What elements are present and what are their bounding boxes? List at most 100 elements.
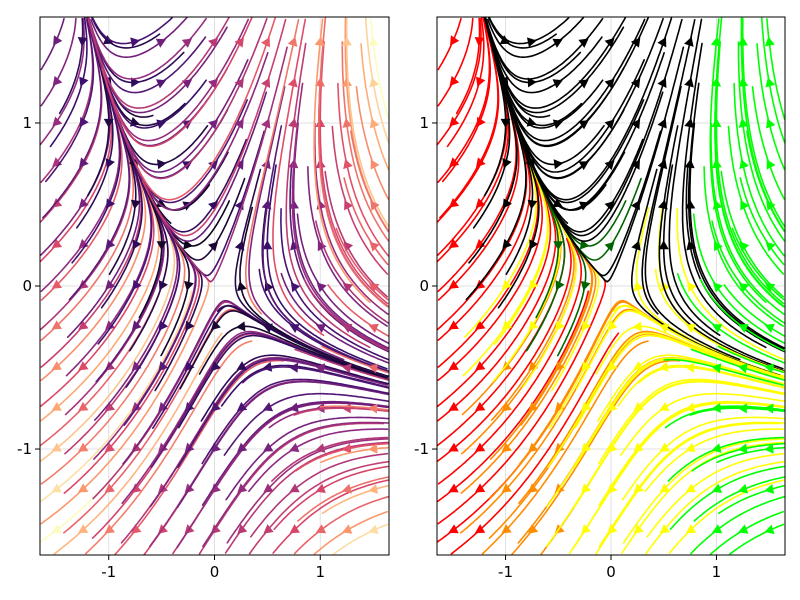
streamline (690, 495, 785, 555)
arrowhead (131, 524, 142, 534)
arrowhead (341, 36, 352, 46)
arrowhead (711, 77, 722, 87)
streamline (294, 348, 389, 381)
arrowhead (474, 524, 486, 534)
arrowhead (764, 484, 775, 494)
arrowhead (261, 37, 270, 48)
arrowhead (712, 524, 723, 534)
arrowhead (607, 361, 618, 372)
streamline (622, 438, 785, 544)
arrowhead (288, 158, 299, 169)
streamline (313, 18, 371, 303)
arrowhead (262, 240, 273, 250)
streamline (40, 17, 77, 107)
streamlines (437, 17, 785, 555)
streamline (245, 401, 389, 444)
streamline (91, 17, 173, 45)
arrowhead (448, 238, 460, 249)
streamline (646, 452, 785, 538)
arrowhead (208, 78, 219, 89)
arrowhead (475, 238, 486, 249)
arrowhead (368, 484, 379, 494)
streamline (751, 86, 785, 200)
arrowhead (342, 77, 353, 87)
right-streamplot: -1 0 1 -1 0 1 (414, 16, 786, 581)
arrowhead (502, 238, 512, 250)
streamline (292, 122, 389, 349)
arrowhead (210, 361, 221, 372)
streamline (272, 18, 325, 336)
arrowhead (263, 483, 274, 493)
arrowhead (289, 442, 300, 453)
streamline (669, 465, 785, 530)
arrowhead (448, 279, 459, 289)
arrowhead (552, 119, 563, 129)
arrowhead (474, 36, 485, 47)
streamline (641, 19, 696, 315)
streamline (245, 19, 300, 315)
streamline (337, 82, 389, 257)
arrowhead (604, 37, 615, 48)
arrowhead (183, 239, 193, 250)
streamline (676, 272, 785, 364)
streamline (693, 213, 785, 344)
arrowhead (77, 36, 88, 47)
streamline (40, 237, 176, 462)
arrowhead (475, 320, 486, 330)
arrowhead (105, 198, 116, 209)
arrowhead (528, 320, 539, 331)
streamline (295, 442, 389, 472)
arrowhead (156, 159, 167, 170)
streamline (598, 421, 785, 548)
streamline (699, 278, 785, 352)
streamline (216, 304, 389, 378)
arrowhead (502, 198, 512, 209)
arrowhead (78, 483, 89, 493)
streamline (437, 17, 462, 71)
arrowhead (714, 240, 723, 252)
streamline (49, 17, 88, 148)
arrowhead (237, 442, 248, 453)
arrowhead (633, 361, 644, 370)
arrowhead (289, 483, 300, 493)
arrowhead (555, 320, 565, 331)
streamline (90, 17, 188, 58)
streamline (84, 340, 253, 555)
streamline (248, 428, 389, 493)
arrowhead (234, 240, 245, 251)
arrowhead (158, 442, 169, 453)
arrowhead (132, 279, 142, 290)
left-streamplot: -1 0 1 -1 0 1 (17, 16, 390, 581)
streamline (258, 268, 389, 373)
arrowhead (765, 283, 776, 293)
arrowhead (738, 483, 749, 494)
arrowhead (78, 524, 89, 534)
arrowhead (342, 524, 353, 534)
arrowhead (236, 361, 247, 370)
arrowhead (130, 37, 141, 48)
arrowhead (51, 279, 63, 289)
streamline (437, 17, 474, 107)
streamline (176, 380, 389, 509)
arrowhead (261, 118, 271, 129)
arrowhead (685, 199, 696, 209)
streamline (450, 332, 620, 555)
arrowhead (711, 118, 722, 128)
arrowhead (79, 76, 89, 87)
arrowhead (475, 198, 486, 208)
streamline (40, 228, 186, 485)
arrowhead (475, 361, 486, 371)
arrowhead (342, 282, 353, 293)
arrowhead (341, 403, 351, 414)
arrowhead (659, 483, 670, 493)
arrowhead (51, 401, 62, 411)
arrowhead (368, 524, 379, 535)
streamline (307, 166, 388, 327)
arrowhead (450, 35, 460, 46)
arrowhead (738, 77, 749, 87)
streamline (487, 17, 585, 58)
streamline (502, 17, 664, 180)
arrowhead (554, 442, 565, 453)
arrowhead (315, 158, 326, 169)
